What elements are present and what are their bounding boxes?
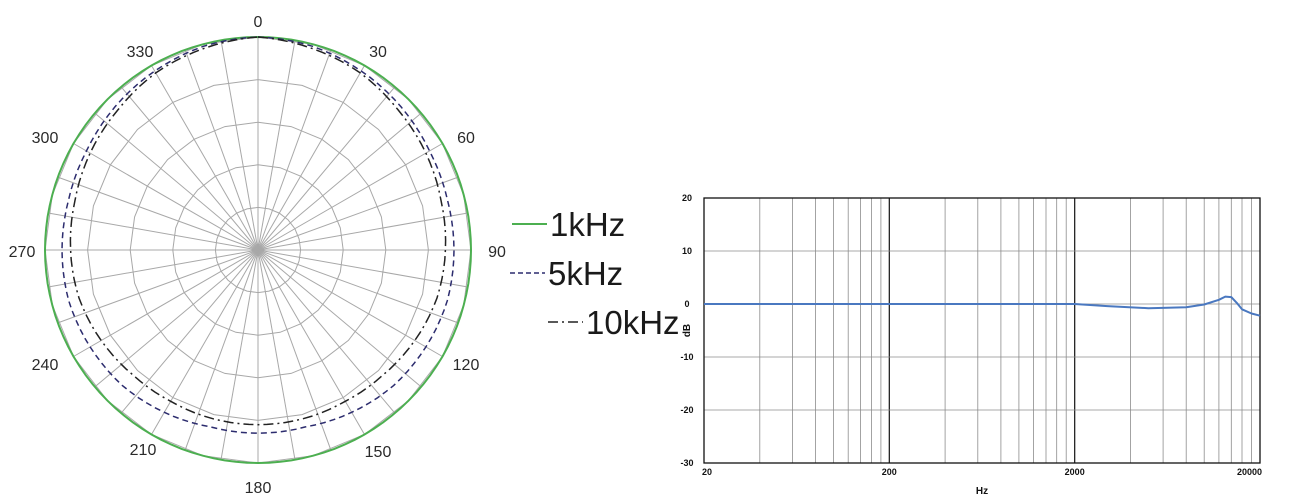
legend-label-5khz: 5kHz <box>548 255 623 292</box>
fr-y-tick-10: 10 <box>682 246 692 256</box>
polar-spoke-60 <box>257 143 443 251</box>
polar-angle-label-60: 60 <box>457 130 475 147</box>
polar-series-10khz <box>69 36 447 426</box>
polar-spoke-40 <box>257 86 396 251</box>
fr-y-tick-0: 0 <box>684 299 689 309</box>
frequency-response-chart: 20 200 2000 20000 20 10 0 -10 -20 -30 Hz dB <box>680 193 1262 497</box>
polar-spoke-160 <box>257 249 332 451</box>
polar-series-1khz <box>43 35 473 465</box>
polar-spoke-50 <box>257 112 422 251</box>
polar-series-5khz <box>61 36 455 434</box>
legend-label-10khz: 10kHz <box>586 304 680 341</box>
polar-spoke-220 <box>120 249 259 414</box>
polar-angle-label-180: 180 <box>245 480 272 497</box>
fr-grid <box>704 198 1260 463</box>
fr-y-tick-20: 20 <box>682 193 692 203</box>
polar-spoke-350 <box>220 40 259 251</box>
polar-angle-label-270: 270 <box>9 244 36 261</box>
fr-y-tick-labels: 20 10 0 -10 -20 -30 <box>680 193 693 468</box>
fr-plot-frame <box>703 197 1261 464</box>
polar-spoke-330 <box>151 65 259 251</box>
polar-spoke-70 <box>257 176 459 251</box>
polar-angle-label-90: 90 <box>488 244 506 261</box>
polar-spoke-150 <box>257 249 365 435</box>
polar-spoke-290 <box>57 176 259 251</box>
polar-angle-label-300: 300 <box>32 130 59 147</box>
polar-spoke-120 <box>257 249 443 357</box>
fr-y-tick--30: -30 <box>680 458 693 468</box>
polar-angle-label-0: 0 <box>254 14 263 31</box>
polar-spoke-30 <box>257 65 365 251</box>
fr-x-tick-labels: 20 200 2000 20000 <box>702 467 1262 477</box>
polar-angle-label-240: 240 <box>32 357 59 374</box>
fr-x-tick-200: 200 <box>882 467 897 477</box>
polar-spoke-320 <box>120 86 259 251</box>
fr-x-tick-20000: 20000 <box>1237 467 1262 477</box>
fr-y-tick--20: -20 <box>680 405 693 415</box>
fr-y-axis-label: dB <box>682 324 693 337</box>
polar-angle-label-30: 30 <box>369 44 387 61</box>
polar-pattern-chart: 0 30 60 90 120 150 180 210 240 270 300 330 <box>9 14 506 497</box>
polar-spoke-210 <box>151 249 259 435</box>
polar-spoke-110 <box>257 249 459 324</box>
polar-spoke-200 <box>184 249 259 451</box>
polar-spoke-100 <box>257 249 468 288</box>
polar-spoke-190 <box>220 249 259 460</box>
polar-spoke-80 <box>257 212 468 251</box>
polar-series-group <box>43 35 473 465</box>
polar-spoke-170 <box>257 249 296 460</box>
polar-angle-label-210: 210 <box>130 442 157 459</box>
polar-spoke-260 <box>48 249 259 288</box>
polar-spoke-340 <box>184 49 259 251</box>
polar-spoke-140 <box>257 249 396 414</box>
polar-angle-label-150: 150 <box>365 444 392 461</box>
fr-x-tick-20: 20 <box>702 467 712 477</box>
fr-series-line <box>704 295 1261 317</box>
polar-spoke-280 <box>48 212 259 251</box>
polar-spoke-310 <box>94 112 259 251</box>
fr-x-tick-2000: 2000 <box>1065 467 1085 477</box>
polar-angle-labels: 0 30 60 90 120 150 180 210 240 270 300 330 <box>9 14 506 497</box>
polar-angle-label-330: 330 <box>127 44 154 61</box>
legend-label-1khz: 1kHz <box>550 206 625 243</box>
polar-spoke-20 <box>257 49 332 251</box>
polar-grid <box>44 36 472 464</box>
polar-spoke-10 <box>257 40 296 251</box>
fr-y-tick--10: -10 <box>680 352 693 362</box>
polar-spoke-250 <box>57 249 259 324</box>
polar-spoke-240 <box>73 249 259 357</box>
polar-legend: 1kHz 5kHz 10kHz <box>510 206 680 341</box>
polar-angle-label-120: 120 <box>453 357 480 374</box>
fr-x-axis-label: Hz <box>976 486 988 497</box>
polar-spoke-300 <box>73 143 259 251</box>
